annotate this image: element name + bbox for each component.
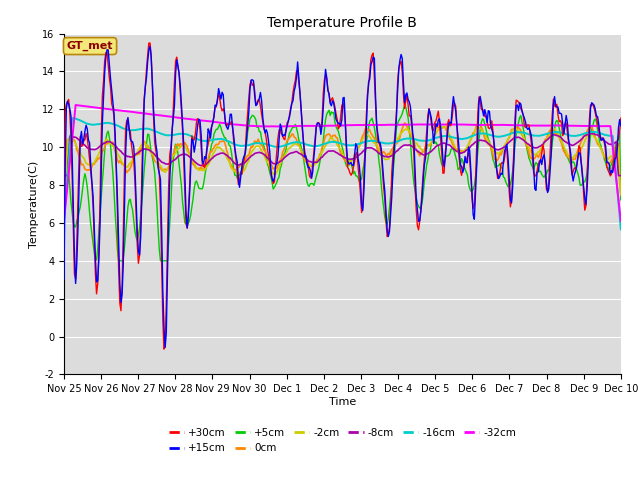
Text: GT_met: GT_met [67, 41, 113, 51]
X-axis label: Time: Time [329, 397, 356, 407]
Legend: +30cm, +15cm, +5cm, 0cm, -2cm, -8cm, -16cm, -32cm: +30cm, +15cm, +5cm, 0cm, -2cm, -8cm, -16… [164, 424, 520, 457]
Title: Temperature Profile B: Temperature Profile B [268, 16, 417, 30]
Y-axis label: Temperature(C): Temperature(C) [29, 160, 39, 248]
